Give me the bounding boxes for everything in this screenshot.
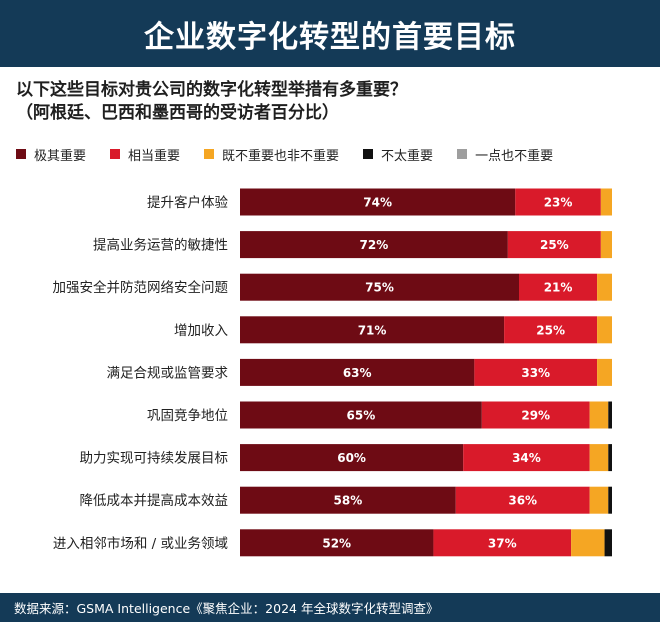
footer-source: 数据来源：GSMA Intelligence《聚焦企业：2024 年全球数字化转… bbox=[0, 593, 660, 622]
bar-segment bbox=[433, 529, 572, 557]
category-label: 提升客户体验 bbox=[147, 194, 228, 211]
category-label: 加强安全并防范网络安全问题 bbox=[53, 279, 229, 296]
legend-item: 相当重要 bbox=[110, 145, 180, 164]
bar-segment bbox=[240, 358, 475, 386]
legend-swatch bbox=[363, 149, 374, 159]
bar-segment bbox=[600, 188, 612, 216]
bar-segment bbox=[597, 273, 612, 301]
legend-label: 极其重要 bbox=[34, 148, 87, 164]
bar-segment bbox=[589, 486, 609, 514]
legend-swatch bbox=[110, 149, 121, 159]
legend-swatch bbox=[16, 149, 26, 159]
data-label: 21% bbox=[544, 281, 573, 295]
bar-segment bbox=[597, 358, 612, 386]
data-label: 63% bbox=[343, 366, 372, 380]
legend-item: 一点也不重要 bbox=[457, 145, 553, 164]
bar-segment bbox=[504, 316, 598, 344]
data-label: 33% bbox=[521, 366, 550, 380]
legend-label: 相当重要 bbox=[128, 148, 181, 164]
bar-segment bbox=[589, 401, 609, 429]
data-label: 65% bbox=[347, 409, 376, 423]
bar-segment bbox=[474, 358, 598, 386]
data-label: 25% bbox=[536, 323, 565, 337]
category-label: 助力实现可持续发展目标 bbox=[80, 451, 229, 467]
bar-segment bbox=[455, 486, 590, 514]
legend-label: 既不重要也非不重要 bbox=[222, 148, 340, 164]
bar-segment bbox=[608, 401, 612, 429]
data-label: 72% bbox=[360, 238, 389, 252]
bar-segment bbox=[240, 401, 482, 429]
source-text: 数据来源：GSMA Intelligence《聚焦企业：2024 年全球数字化转… bbox=[14, 601, 439, 616]
legend-item: 既不重要也非不重要 bbox=[204, 145, 339, 164]
category-label: 巩固竞争地位 bbox=[147, 407, 228, 424]
data-label: 36% bbox=[508, 494, 537, 508]
bar-segment bbox=[240, 444, 464, 472]
respondent-note: （阿根廷、巴西和墨西哥的受访者百分比） bbox=[16, 103, 339, 123]
data-label: 60% bbox=[337, 451, 366, 465]
data-label: 52% bbox=[322, 536, 351, 550]
bar-segment bbox=[240, 231, 508, 259]
header-banner: 企业数字化转型的首要目标 bbox=[0, 0, 660, 67]
bar-segment bbox=[507, 231, 601, 259]
bar-segment bbox=[463, 444, 590, 472]
legend: 极其重要 相当重要 既不重要也非不重要 不太重要 一点也不重要 bbox=[16, 145, 577, 164]
legend-item: 不太重要 bbox=[363, 145, 433, 164]
category-label: 进入相邻市场和 / 或业务领域 bbox=[53, 535, 228, 552]
bar-segment bbox=[597, 316, 612, 344]
legend-item: 极其重要 bbox=[16, 145, 86, 164]
category-label: 降低成本并提高成本效益 bbox=[80, 492, 229, 509]
chart-question: 以下这些目标对贵公司的数字化转型举措有多重要？ （阿根廷、巴西和墨西哥的受访者百… bbox=[16, 79, 646, 125]
data-label: 25% bbox=[540, 238, 569, 252]
bar-segment bbox=[571, 529, 605, 557]
bar-segment bbox=[519, 273, 598, 301]
data-label: 71% bbox=[358, 323, 387, 337]
bar-segment bbox=[240, 529, 434, 557]
data-label: 23% bbox=[544, 196, 573, 210]
category-label: 满足合规或监管要求 bbox=[107, 365, 229, 381]
question-line: 以下这些目标对贵公司的数字化转型举措有多重要？ bbox=[16, 80, 407, 100]
data-label: 34% bbox=[512, 451, 541, 465]
bar-segment bbox=[240, 273, 519, 301]
category-label: 增加收入 bbox=[174, 323, 228, 339]
bar-segment bbox=[608, 444, 612, 472]
data-label: 75% bbox=[365, 281, 394, 295]
bar-segment bbox=[481, 401, 590, 429]
bar-segment bbox=[608, 486, 612, 514]
legend-swatch bbox=[457, 149, 468, 159]
data-label: 37% bbox=[488, 536, 517, 550]
legend-label: 不太重要 bbox=[381, 148, 434, 164]
legend-label: 一点也不重要 bbox=[475, 148, 554, 164]
category-label: 提高业务运营的敏捷性 bbox=[93, 237, 228, 254]
data-label: 58% bbox=[334, 494, 363, 508]
bar-segment bbox=[240, 316, 505, 344]
bar-segment bbox=[604, 529, 612, 557]
bar-segment bbox=[600, 231, 612, 259]
legend-swatch bbox=[204, 149, 215, 159]
bar-segment bbox=[589, 444, 609, 472]
bar-segment bbox=[515, 188, 601, 216]
data-label: 29% bbox=[521, 409, 550, 423]
stacked-bar-chart: 提升客户体验 74% 23% 提高业务运营的敏捷性 72% 25% 加强安全并防范网络安全问… bbox=[53, 188, 612, 557]
bar-segment bbox=[240, 486, 456, 514]
data-label: 74% bbox=[363, 196, 392, 210]
bar-segment bbox=[240, 188, 516, 216]
page-title: 企业数字化转型的首要目标 bbox=[144, 19, 516, 55]
